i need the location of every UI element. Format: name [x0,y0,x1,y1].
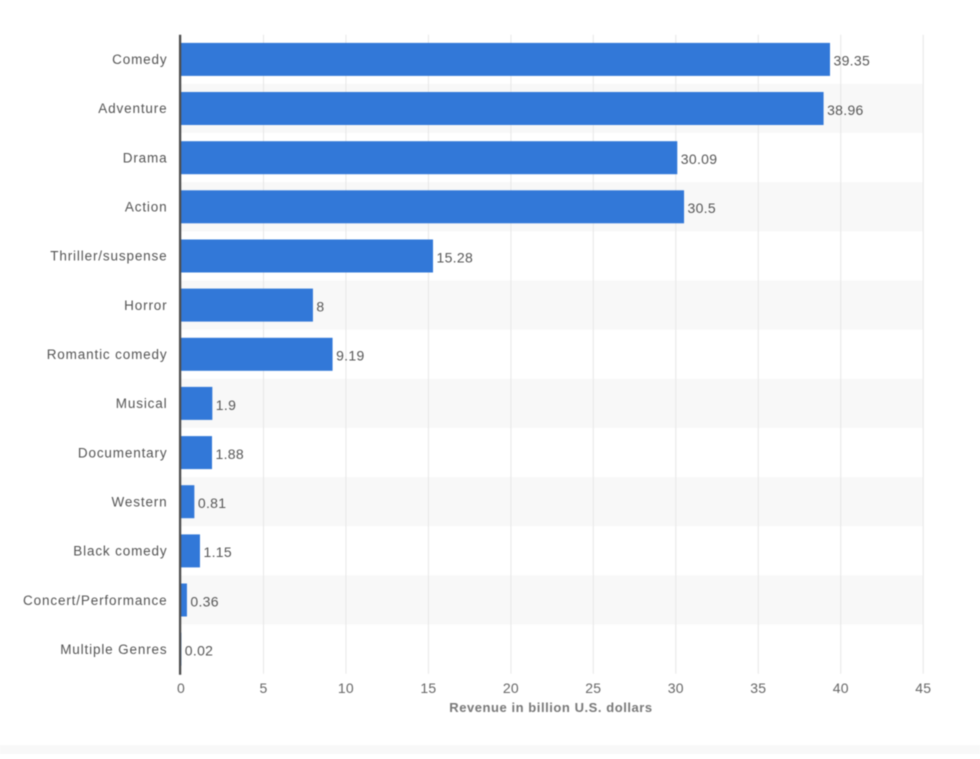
svg-text:35: 35 [750,680,766,696]
svg-text:Horror: Horror [124,298,167,313]
svg-text:30: 30 [668,680,684,696]
svg-text:39.35: 39.35 [834,53,871,69]
svg-text:Western: Western [112,494,168,509]
svg-text:Musical: Musical [116,396,168,411]
svg-text:0: 0 [177,680,185,696]
svg-text:9.19: 9.19 [336,348,364,364]
svg-text:30.5: 30.5 [688,200,716,216]
svg-text:Revenue in billion U.S. dollar: Revenue in billion U.S. dollars [449,700,652,715]
svg-text:45: 45 [915,680,931,696]
svg-text:0.36: 0.36 [190,593,218,609]
svg-text:15.28: 15.28 [437,249,474,265]
svg-text:30.09: 30.09 [681,151,718,167]
svg-text:0.02: 0.02 [185,643,213,659]
svg-text:10: 10 [338,680,354,696]
svg-text:1.15: 1.15 [204,544,232,560]
svg-text:Documentary: Documentary [78,445,168,460]
svg-text:Action: Action [125,200,168,215]
svg-text:25: 25 [585,680,601,696]
svg-text:Multiple Genres: Multiple Genres [60,642,167,657]
svg-text:1.88: 1.88 [216,446,244,462]
svg-text:Romantic comedy: Romantic comedy [47,347,168,362]
svg-text:0.81: 0.81 [198,495,226,511]
svg-text:Comedy: Comedy [112,52,167,67]
svg-text:20: 20 [503,680,519,696]
svg-text:Concert/Performance: Concert/Performance [23,593,167,608]
svg-text:40: 40 [833,680,849,696]
svg-text:Drama: Drama [123,150,168,165]
svg-text:Black comedy: Black comedy [73,544,167,559]
svg-text:1.9: 1.9 [216,397,236,413]
svg-text:15: 15 [420,680,436,696]
svg-text:Thriller/suspense: Thriller/suspense [50,249,167,264]
svg-text:5: 5 [260,680,268,696]
svg-text:38.96: 38.96 [827,102,864,118]
svg-text:Adventure: Adventure [98,101,167,116]
svg-text:8: 8 [316,298,324,314]
